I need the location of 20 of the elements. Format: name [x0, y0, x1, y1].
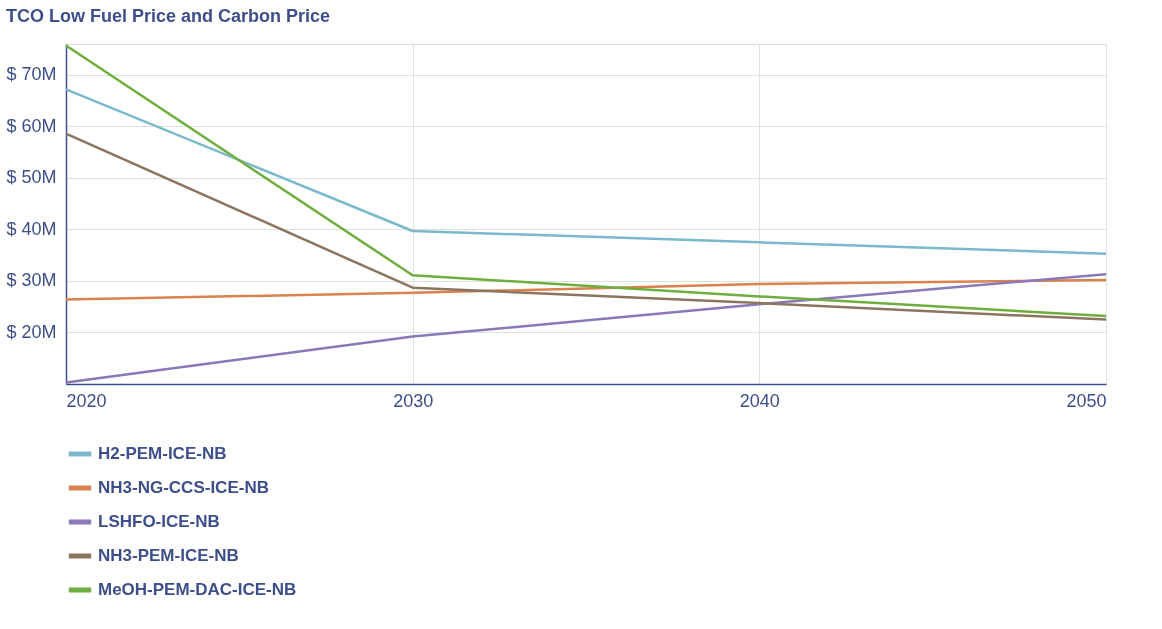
- y-tick-label: $ 50M: [6, 167, 57, 188]
- x-tick-label: 2020: [66, 390, 107, 411]
- line-series: [64, 132, 1108, 321]
- line-series: [64, 44, 1108, 318]
- y-tick-label: $ 70M: [6, 64, 57, 85]
- y-tick-label: $ 30M: [6, 270, 57, 291]
- x-tick-label: 2040: [739, 390, 780, 411]
- legend-label: NH3-NG-CCS-ICE-NB: [98, 478, 269, 497]
- chart-title: TCO Low Fuel Price and Carbon Price: [5, 6, 331, 26]
- x-tick-label: 2050: [1066, 390, 1107, 411]
- legend-label: LSHFO-ICE-NB: [98, 512, 220, 531]
- legend-label: NH3-PEM-ICE-NB: [98, 546, 239, 565]
- legend-label: MeOH-PEM-DAC-ICE-NB: [98, 580, 297, 599]
- line-series: [64, 278, 1108, 301]
- y-tick-label: $ 20M: [6, 321, 57, 342]
- x-tick-label: 2030: [393, 390, 434, 411]
- line-series: [64, 88, 1108, 255]
- y-tick-label: $ 40M: [6, 218, 57, 239]
- y-tick-label: $ 60M: [6, 115, 57, 136]
- legend-label: H2-PEM-ICE-NB: [98, 444, 227, 463]
